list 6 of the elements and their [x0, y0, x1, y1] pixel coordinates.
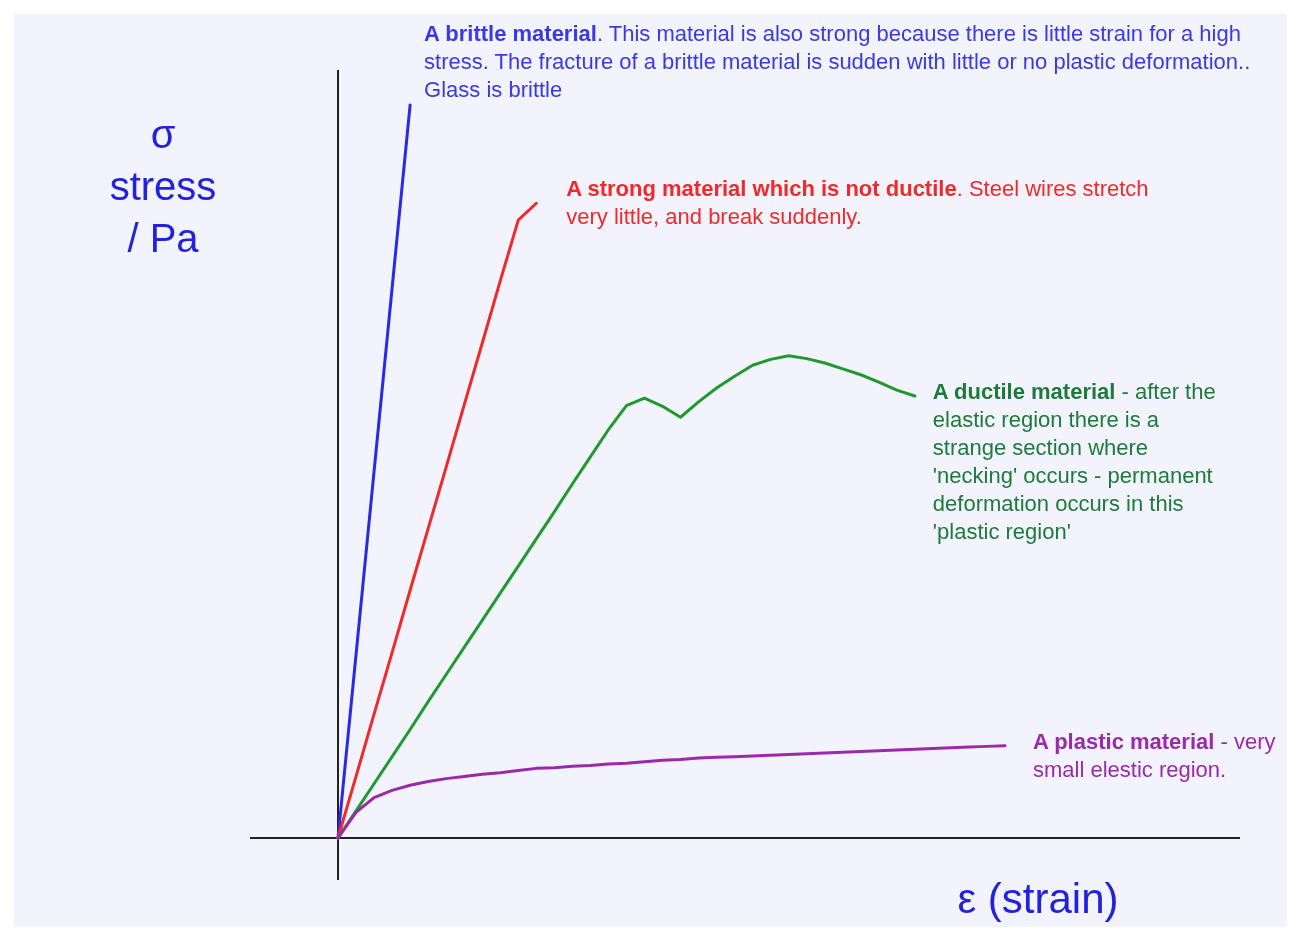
x-axis-title: ε (strain): [957, 875, 1119, 922]
series-label: A strong material which is not ductile: [566, 176, 957, 202]
text: A brittle material: [424, 21, 597, 46]
series-label: A ductile material: [932, 379, 1116, 404]
y-axis-title: σ stress / Pa: [109, 112, 217, 260]
series-label: A plastic material: [1033, 728, 1215, 754]
